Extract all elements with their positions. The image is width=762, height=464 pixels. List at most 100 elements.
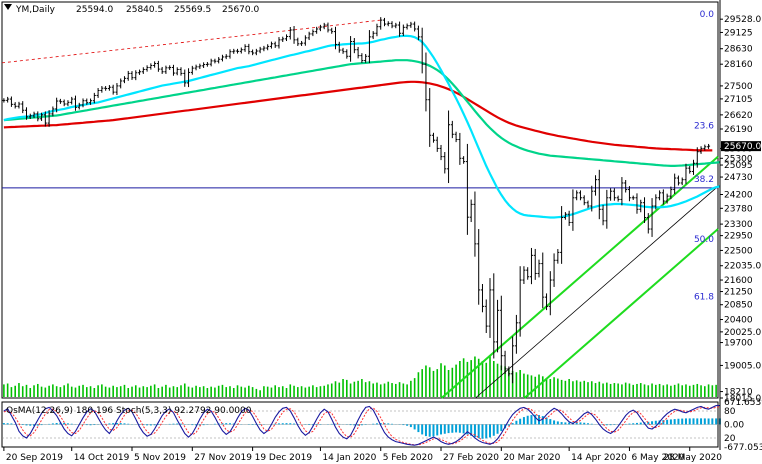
- price-bar: [673, 173, 677, 194]
- stoch-level-label: 80: [724, 407, 736, 417]
- price-tick-label: 26620: [724, 111, 753, 121]
- price-tick-label: 26190: [724, 125, 753, 135]
- price-bar: [198, 63, 202, 69]
- price-bar: [262, 45, 266, 52]
- price-bar: [2, 98, 6, 103]
- price-bar: [220, 54, 224, 62]
- price-bar: [541, 252, 545, 309]
- price-bar: [462, 156, 466, 164]
- price-bar: [511, 336, 515, 384]
- price-bar: [545, 293, 549, 311]
- price-bar: [439, 144, 443, 161]
- price-bar: [247, 43, 251, 55]
- price-bar: [435, 136, 439, 152]
- price-bar: [288, 27, 292, 40]
- price-bar: [578, 190, 582, 201]
- price-bar: [115, 83, 119, 96]
- price-bar: [635, 193, 639, 214]
- price-bar: [269, 41, 273, 49]
- osma-scale-label: 671.6539: [724, 398, 762, 408]
- fib-level-label: 23.6: [694, 121, 714, 131]
- price-bar: [239, 47, 243, 54]
- price-bar: [130, 71, 134, 80]
- price-tick-label: 27105: [724, 95, 753, 105]
- price-bar: [55, 97, 59, 113]
- price-bar: [450, 120, 454, 139]
- fib-level-label: 50.0: [694, 235, 714, 245]
- price-tick-label: 29528.0: [724, 15, 761, 25]
- price-bar: [66, 100, 70, 107]
- price-bar: [560, 206, 564, 264]
- price-bar: [367, 30, 371, 64]
- price-bar: [605, 189, 609, 229]
- price-bar: [40, 112, 44, 121]
- chart-header-symbol: YM,Daily: [15, 5, 56, 15]
- price-bar: [703, 144, 707, 151]
- price-bar: [141, 67, 145, 74]
- price-bar: [281, 36, 285, 43]
- price-bar: [352, 38, 356, 54]
- time-tick-label: 5 Feb 2020: [383, 453, 434, 463]
- price-bar: [646, 213, 650, 234]
- price-bar: [571, 189, 575, 231]
- price-bar: [13, 102, 17, 109]
- osma-stoch-pane[interactable]: 80 20 671.6539 0.00 -677.0531: [1, 398, 762, 453]
- price-bar: [658, 190, 662, 201]
- price-bar: [533, 248, 537, 280]
- price-bar: [420, 27, 424, 74]
- channel-lower-line: [523, 228, 719, 399]
- current-price-marker: [721, 141, 761, 152]
- price-bar: [394, 22, 398, 29]
- price-bar: [285, 34, 289, 42]
- price-bar: [6, 96, 10, 103]
- price-scale[interactable]: 29528.0 29125 28630 28160 27500 27105 26620 261…: [719, 0, 761, 450]
- price-bar: [266, 44, 270, 51]
- price-bar: [81, 98, 85, 108]
- price-bar: [17, 101, 21, 109]
- price-bar: [28, 113, 32, 120]
- time-tick-label: 20 Sep 2019: [6, 453, 63, 463]
- price-bar: [597, 169, 601, 220]
- fib-level-label: 38.2: [694, 175, 714, 185]
- price-bar: [375, 23, 379, 37]
- price-bar: [149, 63, 153, 70]
- price-bar: [707, 143, 711, 149]
- price-tick-label: 25300: [724, 154, 753, 164]
- price-bar: [32, 111, 36, 119]
- price-bar: [473, 191, 477, 257]
- price-tick-label: 18210: [724, 388, 753, 398]
- price-bar: [334, 26, 338, 50]
- price-bar: [307, 31, 311, 41]
- price-bar: [514, 314, 518, 354]
- price-bar: [526, 267, 530, 280]
- price-bar: [85, 98, 89, 105]
- time-scale[interactable]: 20 Sep 2019 14 Oct 2019 5 Nov 2019 27 Nov 2…: [3, 447, 722, 463]
- chart-header-low: 25569.5: [174, 5, 211, 15]
- main-price-pane[interactable]: 0.0 23.6 38.2 50.0 61.8: [1, 1, 721, 399]
- price-bar: [590, 185, 594, 212]
- price-bar: [492, 273, 496, 359]
- price-bar: [582, 195, 586, 206]
- price-bar: [138, 69, 142, 75]
- price-tick-label: 20025.0: [724, 328, 761, 338]
- time-tick-label: 14 Apr 2020: [571, 453, 627, 463]
- collapse-arrow-icon[interactable]: [4, 4, 12, 10]
- price-bar: [413, 21, 417, 32]
- price-bar: [311, 29, 315, 37]
- price-bar: [179, 67, 183, 76]
- fib-level-label: 61.8: [694, 292, 714, 302]
- price-bar: [300, 40, 304, 46]
- price-bar: [669, 186, 673, 200]
- time-tick-label: 6 May 2020: [631, 453, 684, 463]
- osma-scale-label: -677.0531: [724, 443, 762, 453]
- price-bar: [92, 92, 96, 104]
- price-bar: [643, 197, 647, 223]
- price-bar: [217, 57, 221, 64]
- price-tick-label: 24730: [724, 173, 753, 183]
- ma-fast-line: [3, 34, 721, 219]
- price-bar: [70, 96, 74, 105]
- price-bar: [89, 98, 93, 105]
- price-bar: [251, 49, 255, 56]
- stoch-level-label: 20: [724, 434, 736, 444]
